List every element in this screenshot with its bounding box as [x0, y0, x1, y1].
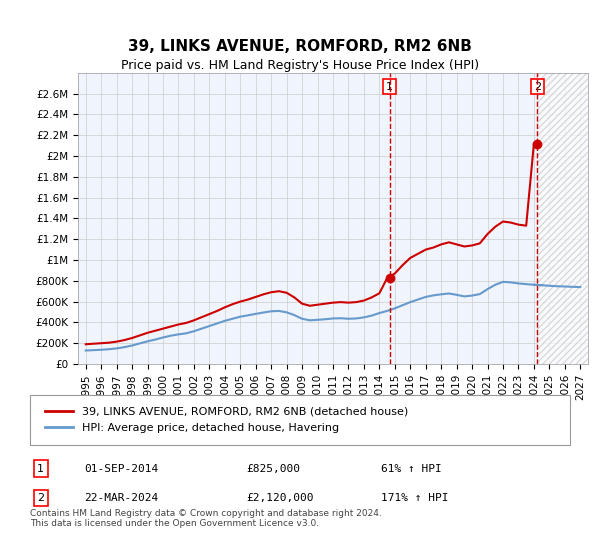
Text: 01-SEP-2014: 01-SEP-2014 [84, 464, 158, 474]
Text: 39, LINKS AVENUE, ROMFORD, RM2 6NB: 39, LINKS AVENUE, ROMFORD, RM2 6NB [128, 39, 472, 54]
FancyBboxPatch shape [30, 395, 570, 445]
Text: £2,120,000: £2,120,000 [246, 493, 314, 503]
Text: 2: 2 [37, 493, 44, 503]
Text: 1: 1 [37, 464, 44, 474]
Bar [538, 73, 588, 364]
Text: 22-MAR-2024: 22-MAR-2024 [84, 493, 158, 503]
Text: 1: 1 [386, 82, 393, 91]
Text: 171% ↑ HPI: 171% ↑ HPI [381, 493, 449, 503]
Text: 61% ↑ HPI: 61% ↑ HPI [381, 464, 442, 474]
Text: Contains HM Land Registry data © Crown copyright and database right 2024.
This d: Contains HM Land Registry data © Crown c… [30, 508, 382, 528]
Text: Price paid vs. HM Land Registry's House Price Index (HPI): Price paid vs. HM Land Registry's House … [121, 59, 479, 72]
Text: 2: 2 [534, 82, 541, 91]
Legend: 39, LINKS AVENUE, ROMFORD, RM2 6NB (detached house), HPI: Average price, detache: 39, LINKS AVENUE, ROMFORD, RM2 6NB (deta… [41, 402, 413, 438]
Text: £825,000: £825,000 [246, 464, 300, 474]
